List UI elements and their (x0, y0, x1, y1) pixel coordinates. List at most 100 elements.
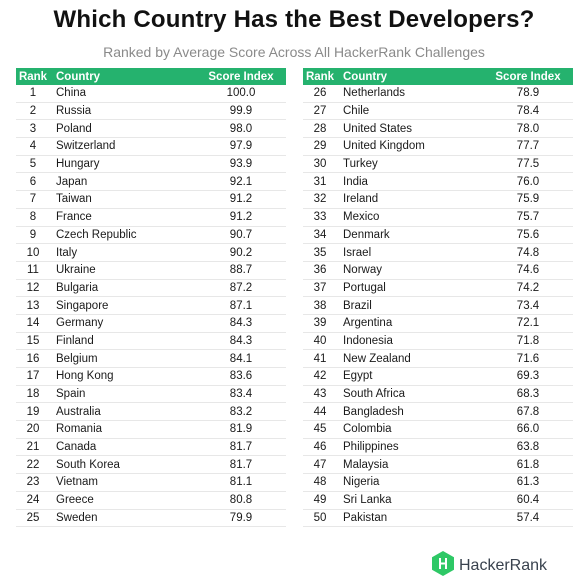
table-row: 47 Malaysia 61.8 (303, 456, 573, 475)
score-cell: 91.2 (229, 193, 253, 206)
table-row: 46 Philippines 63.8 (303, 439, 573, 457)
score-cell: 83.4 (229, 388, 253, 401)
rank-cell: 19 (26, 405, 40, 418)
score-cell: 84.3 (229, 334, 253, 347)
score-cell: 84.3 (229, 317, 253, 330)
score-cell: 91.2 (229, 211, 253, 224)
score-cell: 81.7 (229, 441, 253, 454)
rank-cell: 42 (313, 370, 327, 383)
header-rank: Rank (305, 70, 335, 83)
table-row: 20 Romania 81.9 (16, 421, 286, 439)
rank-cell: 33 (313, 211, 327, 224)
rank-cell: 44 (313, 405, 327, 418)
rank-cell: 13 (26, 299, 40, 312)
country-cell: Vietnam (56, 476, 98, 489)
score-cell: 73.4 (516, 299, 540, 312)
table-header: Rank Country Score Index (303, 68, 573, 85)
score-cell: 81.1 (229, 476, 253, 489)
table-row: 38 Brazil 73.4 (303, 297, 573, 315)
country-cell: Brazil (343, 299, 372, 312)
table-row: 10 Italy 90.2 (16, 244, 286, 262)
header-rank: Rank (18, 70, 48, 83)
table-row: 49 Sri Lanka 60.4 (303, 492, 573, 510)
page-title: Which Country Has the Best Developers? (53, 6, 535, 33)
score-cell: 74.2 (516, 281, 540, 294)
rank-cell: 17 (26, 370, 40, 383)
table-row: 3 Poland 98.0 (16, 120, 286, 139)
table-row: 2 Russia 99.9 (16, 103, 286, 121)
table-row: 14 Germany 84.3 (16, 315, 286, 333)
country-cell: Greece (56, 494, 94, 507)
country-cell: Spain (56, 388, 86, 401)
rank-cell: 23 (26, 476, 40, 489)
country-cell: Hungary (56, 158, 100, 171)
country-cell: Taiwan (56, 193, 92, 206)
country-cell: Romania (56, 423, 103, 436)
country-cell: Egypt (343, 370, 373, 383)
table-row: 30 Turkey 77.5 (303, 156, 573, 174)
rank-cell: 18 (26, 388, 40, 401)
country-cell: Denmark (343, 228, 390, 241)
rank-cell: 11 (27, 264, 39, 277)
country-cell: Canada (56, 441, 97, 454)
rank-cell: 29 (313, 140, 327, 153)
score-cell: 78.4 (516, 105, 540, 118)
rank-cell: 2 (29, 105, 37, 118)
table-row: 45 Colombia 66.0 (303, 421, 573, 439)
ranking-table-left: Rank Country Score Index 1 China 100.0 2 Rus… (16, 68, 286, 528)
score-cell: 78.9 (516, 87, 540, 100)
score-cell: 75.6 (516, 228, 540, 241)
table-row: 35 Israel 74.8 (303, 244, 573, 262)
table-row: 1 China 100.0 (16, 85, 286, 103)
country-cell: Chile (343, 105, 370, 118)
country-cell: United Kingdom (343, 140, 425, 153)
country-cell: Nigeria (343, 476, 380, 489)
country-cell: France (56, 211, 92, 224)
score-cell: 74.8 (516, 246, 540, 259)
score-cell: 68.3 (516, 388, 540, 401)
country-cell: Pakistan (343, 511, 388, 524)
table-row: 50 Pakistan 57.4 (303, 510, 573, 528)
country-cell: Ukraine (56, 264, 96, 277)
rank-cell: 34 (313, 228, 327, 241)
rank-cell: 24 (26, 494, 40, 507)
table-row: 44 Bangladesh 67.8 (303, 403, 573, 422)
country-cell: South Africa (343, 388, 406, 401)
country-cell: Turkey (343, 158, 378, 171)
rank-cell: 16 (26, 352, 40, 365)
rank-cell: 46 (313, 441, 327, 454)
table-row: 21 Canada 81.7 (16, 439, 286, 457)
rank-cell: 37 (313, 281, 327, 294)
score-cell: 61.8 (516, 458, 540, 471)
score-cell: 77.7 (516, 140, 540, 153)
header-score: Score Index (495, 70, 561, 83)
table-row: 39 Argentina 72.1 (303, 315, 573, 333)
table-row: 34 Denmark 75.6 (303, 227, 573, 245)
score-cell: 84.1 (229, 352, 253, 365)
table-row: 17 Hong Kong 83.6 (16, 368, 286, 386)
rank-cell: 47 (313, 458, 327, 471)
table-body-left: 1 China 100.0 2 Russia 99.9 3 Poland 98.0 4 Switze… (16, 85, 286, 528)
score-cell: 81.7 (229, 458, 253, 471)
score-cell: 75.9 (516, 193, 540, 206)
table-row: 18 Spain 83.4 (16, 386, 286, 404)
score-cell: 97.9 (229, 140, 253, 153)
rank-cell: 1 (29, 87, 37, 100)
score-cell: 67.8 (516, 405, 540, 418)
score-cell: 92.1 (229, 175, 253, 188)
score-cell: 87.1 (229, 299, 253, 312)
rank-cell: 45 (313, 423, 327, 436)
table-row: 12 Bulgaria 87.2 (16, 280, 286, 298)
rank-cell: 30 (313, 158, 327, 171)
score-cell: 74.6 (516, 264, 540, 277)
rank-cell: 35 (313, 246, 327, 259)
country-cell: Portugal (343, 281, 386, 294)
country-cell: Poland (56, 122, 92, 135)
score-cell: 99.9 (229, 105, 253, 118)
country-cell: Japan (56, 175, 88, 188)
table-row: 7 Taiwan 91.2 (16, 191, 286, 209)
country-cell: Russia (56, 105, 92, 118)
rank-cell: 39 (313, 317, 327, 330)
table-row: 43 South Africa 68.3 (303, 386, 573, 404)
table-row: 19 Australia 83.2 (16, 403, 286, 422)
